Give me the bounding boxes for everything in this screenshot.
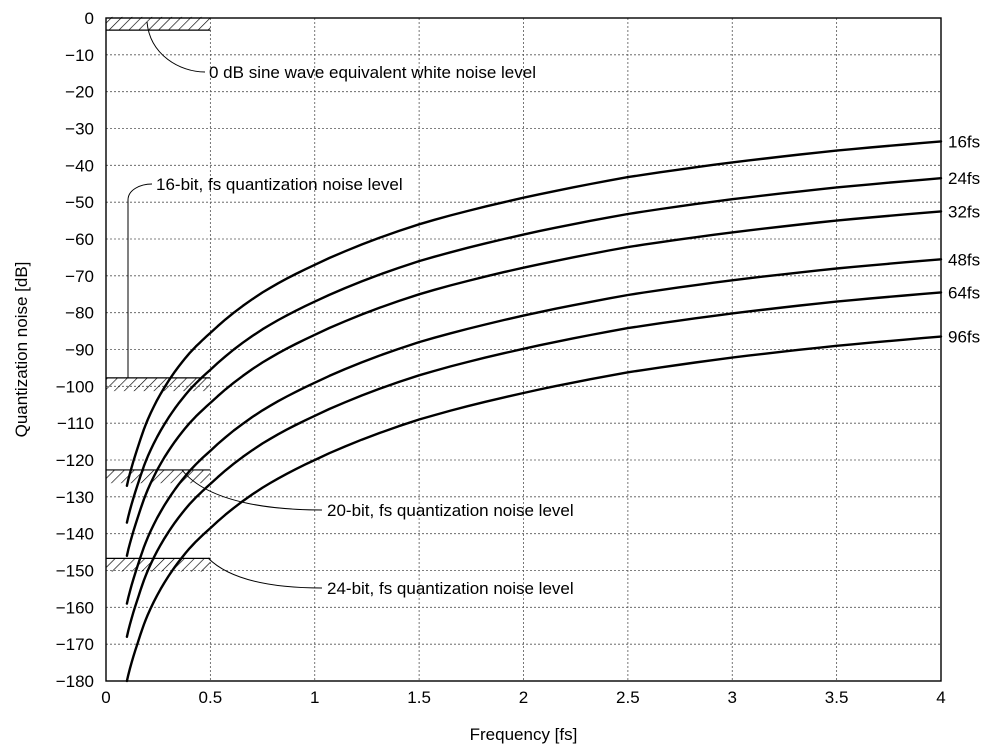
y-tick-label: −110 bbox=[57, 414, 94, 433]
y-tick-label: −170 bbox=[56, 635, 94, 654]
y-tick-label: −100 bbox=[56, 377, 94, 396]
x-tick-label: 1.5 bbox=[407, 688, 431, 707]
series-line-32fs bbox=[125, 210, 943, 557]
y-tick-label: −180 bbox=[56, 672, 94, 691]
series-lines bbox=[125, 140, 943, 683]
y-tick-label: −130 bbox=[56, 488, 94, 507]
annotation-leader-1 bbox=[127, 183, 153, 378]
reference-level-boxes bbox=[106, 16, 211, 572]
x-tick-label: 1 bbox=[310, 688, 319, 707]
x-tick-label: 3.5 bbox=[825, 688, 849, 707]
y-tick-label: −50 bbox=[65, 193, 94, 212]
y-tick-label: −160 bbox=[56, 598, 94, 617]
series-label-48fs: 48fs bbox=[948, 250, 980, 269]
y-tick-labels: 0 −10 −20 −30 −40 −50 −60 −70 −80 −90 −100 −110 −120… bbox=[56, 9, 94, 691]
x-tick-label: 2.5 bbox=[616, 688, 640, 707]
y-tick-label: −60 bbox=[65, 230, 94, 249]
series-line-96fs bbox=[125, 335, 943, 683]
y-axis-label: Quantization noise [dB] bbox=[12, 262, 31, 438]
annotation-label-3: 24-bit, fs quantization noise level bbox=[327, 579, 574, 598]
annotation-leader-0 bbox=[146, 21, 206, 73]
reference-hatch-3 bbox=[106, 558, 211, 572]
y-tick-label: −120 bbox=[56, 451, 94, 470]
x-tick-label: 0 bbox=[101, 688, 110, 707]
series-label-16fs: 16fs bbox=[948, 132, 980, 151]
y-tick-label: −20 bbox=[65, 83, 94, 102]
y-tick-label: −30 bbox=[65, 120, 94, 139]
series-label-64fs: 64fs bbox=[948, 283, 980, 302]
annotations: 0 dB sine wave equivalent white noise le… bbox=[127, 21, 574, 598]
reference-hatch-1 bbox=[106, 377, 211, 392]
series-line-64fs bbox=[125, 291, 943, 638]
series-label-96fs: 96fs bbox=[948, 328, 980, 347]
y-tick-label: −10 bbox=[65, 46, 94, 65]
y-tick-label: −70 bbox=[65, 267, 94, 286]
x-tick-label: 2 bbox=[519, 688, 528, 707]
x-axis-label: Frequency [fs] bbox=[470, 725, 578, 744]
x-tick-label: 0.5 bbox=[199, 688, 223, 707]
annotation-label-2: 20-bit, fs quantization noise level bbox=[327, 501, 574, 520]
series-line-16fs bbox=[125, 140, 943, 487]
series-line-24fs bbox=[125, 177, 943, 524]
y-tick-label: 0 bbox=[85, 9, 94, 28]
y-tick-label: −150 bbox=[56, 562, 94, 581]
y-tick-label: −40 bbox=[65, 156, 94, 175]
series-label-24fs: 24fs bbox=[948, 169, 980, 188]
x-tick-label: 4 bbox=[936, 688, 945, 707]
series-label-32fs: 32fs bbox=[948, 202, 980, 221]
y-tick-label: −80 bbox=[65, 304, 94, 323]
reference-hatch-0 bbox=[106, 16, 211, 31]
series-labels: 16fs 24fs 32fs 48fs 64fs 96fs bbox=[948, 132, 980, 346]
x-tick-labels: 0 0.5 1 1.5 2 2.5 3 3.5 4 bbox=[101, 688, 945, 707]
y-tick-label: −90 bbox=[65, 341, 94, 360]
plot-frame bbox=[105, 17, 942, 682]
annotation-label-1: 16-bit, fs quantization noise level bbox=[156, 175, 403, 194]
annotation-label-0: 0 dB sine wave equivalent white noise le… bbox=[209, 63, 536, 82]
x-tick-label: 3 bbox=[728, 688, 737, 707]
reference-hatch-2 bbox=[106, 469, 211, 484]
annotation-leader-3 bbox=[207, 557, 323, 589]
y-tick-label: −140 bbox=[56, 525, 94, 544]
annotation-leader-2 bbox=[181, 469, 323, 511]
series-line-48fs bbox=[125, 258, 943, 605]
